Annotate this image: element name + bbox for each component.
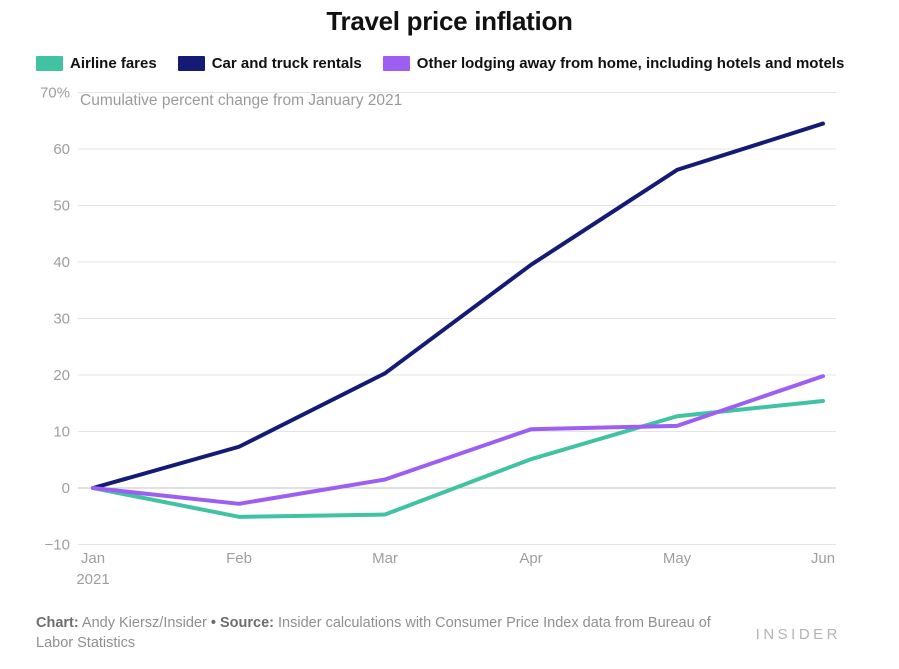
legend-label: Airline fares (70, 55, 157, 72)
y-tick-label: 50 (53, 198, 70, 215)
y-tick-label: 70% (40, 85, 70, 102)
legend: Airline fares Car and truck rentals Othe… (36, 55, 844, 72)
legend-swatch-icon (36, 56, 63, 71)
y-tick-label: 40 (53, 254, 70, 271)
x-tick-label: Apr (519, 550, 542, 567)
credit-source-label: Source: (219, 615, 274, 631)
series-line-car-and-truck-rentals (91, 121, 825, 490)
y-tick-label: 30 (53, 311, 70, 328)
x-tick-label: Jun (811, 550, 835, 567)
y-tick-label: 0 (62, 480, 70, 497)
insider-logo: INSIDER (755, 626, 841, 643)
credit-chart-label: Chart: (36, 615, 79, 631)
chart-credits: Chart: Andy Kiersz/Insider • Source: Ins… (36, 613, 741, 653)
chart-title: Travel price inflation (326, 6, 573, 36)
x-tick-label: Mar (372, 550, 398, 567)
series-line-airline-fares (91, 398, 825, 519)
series-line-other-lodging (91, 374, 825, 506)
y-tick-label: 10 (53, 424, 70, 441)
y-tick-label: 20 (53, 367, 70, 384)
x-tick-label: Jan (81, 550, 105, 567)
legend-item-airline-fares: Airline fares (36, 55, 157, 72)
credit-chart-value: Andy Kiersz/Insider (78, 615, 211, 631)
legend-swatch-icon (382, 56, 410, 71)
y-tick-label: −10 (45, 537, 70, 554)
credit-bullet: • (210, 615, 220, 631)
x-year-label: 2021 (76, 571, 109, 588)
chart-subtitle: Cumulative percent change from January 2… (80, 92, 403, 109)
legend-label: Other lodging away from home, including … (416, 55, 845, 72)
legend-swatch-icon (177, 56, 205, 71)
legend-item-other-lodging: Other lodging away from home, including … (382, 55, 845, 72)
x-tick-label: May (663, 550, 692, 567)
credit-source-value: Insider calculations with Consumer Price… (36, 615, 711, 651)
legend-item-car-and-truck-rentals: Car and truck rentals (177, 55, 362, 72)
x-tick-label: Feb (226, 550, 252, 567)
legend-label: Car and truck rentals (211, 55, 362, 72)
y-tick-label: 60 (53, 141, 70, 158)
line-chart-svg: −10 0 10 20 30 40 50 60 70% Jan 2021 Feb Mar Apr May Ju… (40, 85, 836, 588)
